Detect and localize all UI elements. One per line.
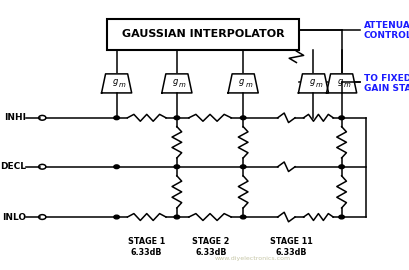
Text: STAGE 11
6.33dB: STAGE 11 6.33dB xyxy=(270,237,312,257)
Text: INHI: INHI xyxy=(4,113,26,122)
Text: $g$: $g$ xyxy=(308,77,315,88)
Circle shape xyxy=(174,165,179,168)
Text: $g$: $g$ xyxy=(172,77,179,88)
Circle shape xyxy=(114,215,119,219)
Circle shape xyxy=(114,116,119,120)
Text: www.diyelectronics.com: www.diyelectronics.com xyxy=(215,256,290,261)
Text: $m$: $m$ xyxy=(342,81,351,89)
Text: ATTENUATION
CONTROL: ATTENUATION CONTROL xyxy=(363,21,409,40)
Circle shape xyxy=(114,165,119,168)
Polygon shape xyxy=(326,74,356,93)
Circle shape xyxy=(338,165,344,168)
Text: $m$: $m$ xyxy=(244,81,252,89)
Text: $m$: $m$ xyxy=(314,81,322,89)
Text: TO FIXED
GAIN STAGE: TO FIXED GAIN STAGE xyxy=(363,74,409,93)
Text: $m$: $m$ xyxy=(178,81,186,89)
Circle shape xyxy=(240,215,245,219)
Text: $g$: $g$ xyxy=(336,77,343,88)
Text: $g$: $g$ xyxy=(112,77,119,88)
Circle shape xyxy=(240,165,245,168)
Polygon shape xyxy=(227,74,258,93)
Circle shape xyxy=(338,116,344,120)
Text: STAGE 2
6.33dB: STAGE 2 6.33dB xyxy=(192,237,229,257)
Text: $m$: $m$ xyxy=(118,81,126,89)
Text: STAGE 1
6.33dB: STAGE 1 6.33dB xyxy=(128,237,165,257)
Circle shape xyxy=(174,215,179,219)
Polygon shape xyxy=(298,74,328,93)
Circle shape xyxy=(338,215,344,219)
Text: DECL: DECL xyxy=(0,162,26,171)
Text: INLO: INLO xyxy=(2,212,26,221)
Circle shape xyxy=(240,116,245,120)
Text: GAUSSIAN INTERPOLATOR: GAUSSIAN INTERPOLATOR xyxy=(121,29,283,39)
Text: $g$: $g$ xyxy=(238,77,245,88)
Polygon shape xyxy=(162,74,191,93)
Circle shape xyxy=(174,116,179,120)
Bar xyxy=(106,19,299,50)
Polygon shape xyxy=(101,74,131,93)
